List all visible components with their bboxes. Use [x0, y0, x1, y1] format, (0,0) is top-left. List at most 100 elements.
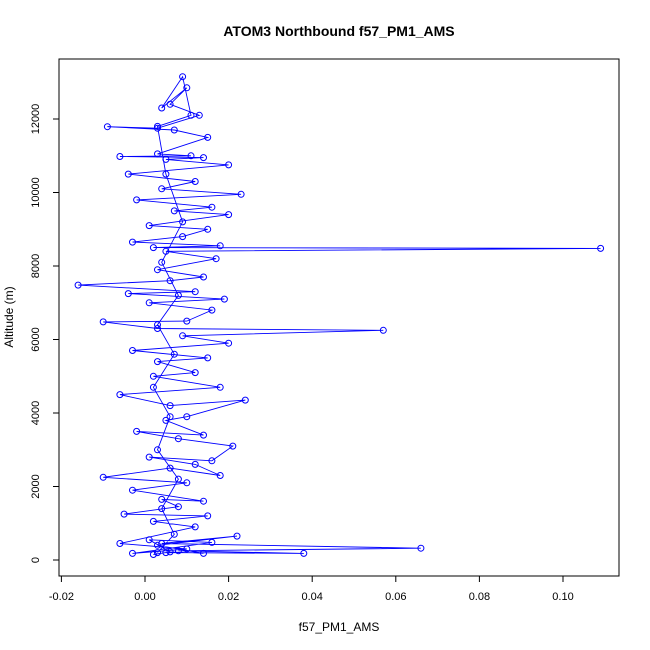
data-point [187, 111, 195, 119]
data-point [204, 354, 212, 362]
data-point [154, 549, 161, 557]
data-point [145, 453, 153, 461]
data-point [154, 541, 161, 549]
y-tick-label: 8000 [30, 254, 42, 278]
data-point [170, 530, 178, 538]
data-point [162, 155, 170, 163]
data-point [225, 339, 233, 347]
data-point [166, 277, 174, 285]
data-point [220, 295, 228, 303]
data-point [216, 242, 224, 250]
y-tick-label: 4000 [30, 401, 42, 425]
data-point [154, 122, 161, 130]
data-point [162, 549, 170, 557]
data-point [158, 185, 166, 193]
data-point [183, 413, 191, 421]
data-point [195, 111, 203, 119]
x-axis-label: f57_PM1_AMS [299, 620, 380, 634]
data-point [174, 475, 182, 483]
data-point [379, 326, 387, 334]
data-point [174, 291, 182, 299]
data-point [154, 150, 161, 158]
data-point [200, 273, 207, 281]
data-point [208, 457, 216, 465]
data-point [237, 190, 245, 198]
data-point [116, 540, 124, 547]
data-point [191, 369, 199, 377]
data-point [154, 358, 161, 366]
data-point [116, 391, 124, 399]
data-point [216, 383, 224, 391]
data-point [229, 442, 237, 450]
plot-frame [58, 58, 620, 577]
data-point [120, 510, 128, 518]
data-point [116, 153, 124, 160]
data-point [417, 544, 425, 552]
data-point [129, 549, 136, 557]
data-point [129, 347, 136, 354]
data-point [154, 266, 161, 274]
data-point [200, 431, 207, 439]
data-point [225, 211, 233, 219]
data-point [204, 133, 212, 141]
x-tick-label: 0.10 [552, 591, 573, 603]
data-point [200, 497, 207, 505]
y-tick-label: 0 [30, 557, 42, 563]
data-point [300, 549, 308, 557]
data-point [145, 299, 153, 307]
data-point [179, 73, 187, 81]
data-point [597, 244, 605, 252]
data-point [166, 548, 174, 556]
data-point [170, 350, 178, 358]
series-layer [74, 73, 605, 558]
data-point [149, 551, 157, 558]
data-point [158, 258, 166, 266]
data-point [99, 318, 107, 326]
data-point [145, 222, 153, 230]
data-point [204, 512, 212, 520]
y-tick-label: 12000 [30, 104, 42, 135]
data-point [179, 233, 187, 241]
x-tick-label: 0.08 [469, 591, 490, 603]
data-point [191, 523, 199, 531]
data-point [208, 306, 216, 314]
x-tick-label: 0.06 [385, 591, 406, 603]
data-point [191, 288, 199, 296]
data-point [166, 464, 174, 472]
data-point [149, 383, 157, 391]
y-tick-label: 6000 [30, 327, 42, 351]
data-point [124, 290, 132, 298]
data-point [174, 503, 182, 511]
data-point [191, 460, 199, 468]
data-point [158, 505, 166, 513]
x-tick-label: 0.04 [301, 591, 322, 603]
data-point [174, 435, 182, 443]
x-tick-label: 0.02 [218, 591, 239, 603]
data-point [204, 225, 212, 233]
data-point [154, 446, 161, 454]
data-point [133, 196, 141, 204]
data-point [149, 517, 157, 525]
series-line [78, 75, 601, 555]
y-axis-label: Altitude (m) [2, 286, 16, 347]
data-point [124, 170, 132, 178]
data-point [129, 486, 136, 494]
data-point [166, 413, 174, 421]
data-point [162, 170, 170, 178]
data-point [174, 547, 182, 555]
data-point [129, 238, 136, 246]
data-point [200, 154, 207, 162]
data-point [216, 472, 224, 479]
data-point [162, 247, 170, 255]
data-point [170, 126, 178, 134]
data-point [133, 427, 141, 435]
x-tick-label: -0.02 [49, 591, 74, 603]
y-tick-label: 2000 [30, 474, 42, 498]
data-point [149, 372, 157, 380]
data-point [225, 161, 233, 169]
data-point [241, 396, 249, 404]
data-point [208, 538, 216, 546]
data-point [170, 207, 178, 215]
data-point [183, 545, 191, 553]
